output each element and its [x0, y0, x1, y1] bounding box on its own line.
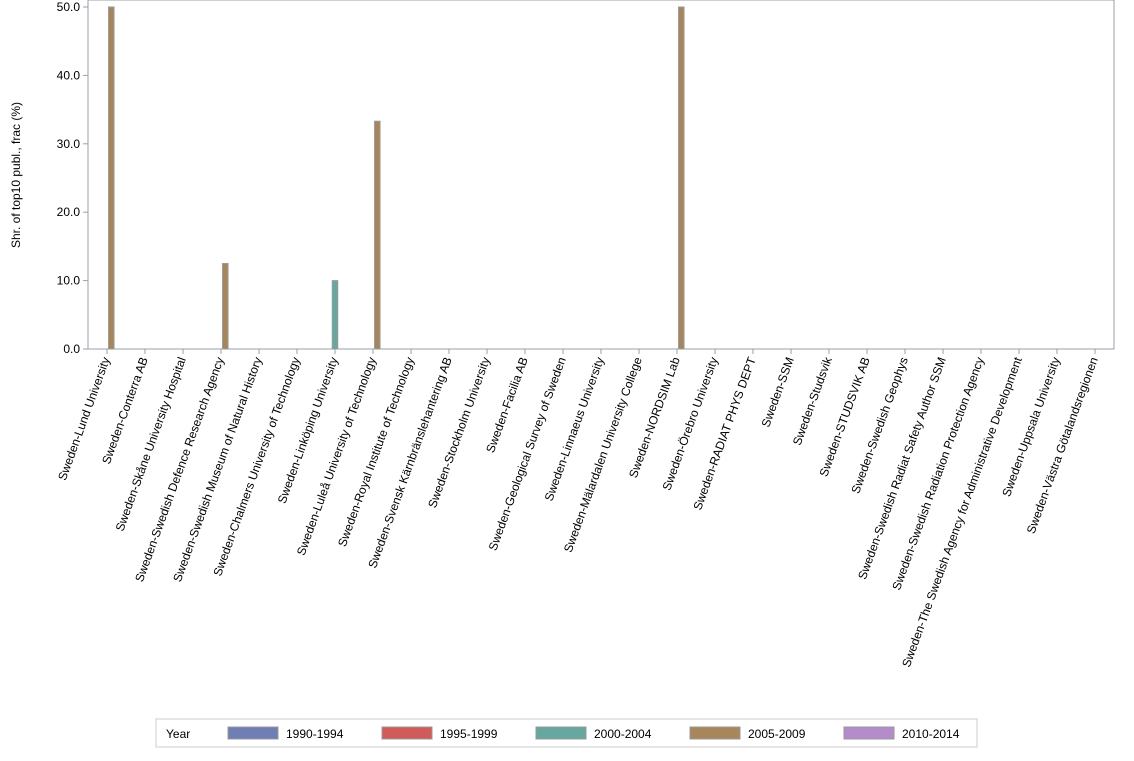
bar	[678, 6, 685, 350]
x-tick-label: Sweden-Geological Survey of Sweden	[486, 355, 569, 552]
x-tick-label: Sweden-Mälardalen University College	[561, 355, 645, 554]
legend-swatch	[227, 726, 279, 740]
x-tick-label: Sweden-SSM	[759, 355, 797, 429]
bar	[374, 120, 381, 350]
x-tick-label: Sweden-Västra Götalandsregionen	[1024, 355, 1101, 535]
legend-title: Year	[166, 727, 190, 741]
bar	[108, 6, 115, 350]
legend-swatch	[535, 726, 587, 740]
y-tick-label: 40.0	[57, 68, 81, 82]
legend-label: 1990-1994	[286, 727, 344, 741]
legend-swatch	[381, 726, 433, 740]
x-tick-label: Sweden-Studsvik	[790, 354, 835, 447]
legend-label: 2005-2009	[748, 727, 806, 741]
y-tick-label: 50.0	[57, 0, 81, 14]
y-tick-label: 20.0	[57, 205, 81, 219]
legend-label: 1995-1999	[440, 727, 498, 741]
plot-area	[87, 0, 1115, 350]
x-tick-label: Sweden-Facilia AB	[483, 355, 531, 454]
y-axis-label: Shr. of top10 publ., frac (%)	[9, 102, 23, 248]
legend-label: 2000-2004	[594, 727, 652, 741]
y-tick-label: 0.0	[63, 342, 80, 356]
y-tick-label: 30.0	[57, 137, 81, 151]
bar	[222, 263, 229, 350]
x-tick-label: Sweden-Skåne University Hospital	[113, 355, 189, 533]
legend-swatch	[843, 726, 895, 740]
bar	[331, 280, 339, 350]
y-tick-label: 10.0	[57, 274, 81, 288]
x-tick-label: Sweden-Royal Institute of Technology	[335, 355, 417, 548]
legend-swatch	[689, 726, 741, 740]
legend-label: 2010-2014	[902, 727, 960, 741]
